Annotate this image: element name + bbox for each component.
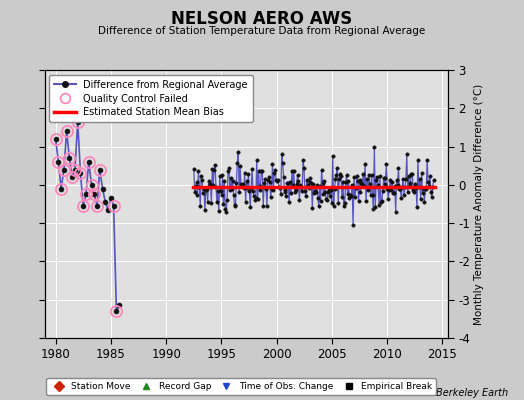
Text: Berkeley Earth: Berkeley Earth — [436, 388, 508, 398]
Legend: Difference from Regional Average, Quality Control Failed, Estimated Station Mean: Difference from Regional Average, Qualit… — [49, 75, 253, 122]
Y-axis label: Monthly Temperature Anomaly Difference (°C): Monthly Temperature Anomaly Difference (… — [474, 83, 485, 325]
Text: NELSON AERO AWS: NELSON AERO AWS — [171, 10, 353, 28]
Legend: Station Move, Record Gap, Time of Obs. Change, Empirical Break: Station Move, Record Gap, Time of Obs. C… — [46, 378, 436, 395]
Text: Difference of Station Temperature Data from Regional Average: Difference of Station Temperature Data f… — [99, 26, 425, 36]
